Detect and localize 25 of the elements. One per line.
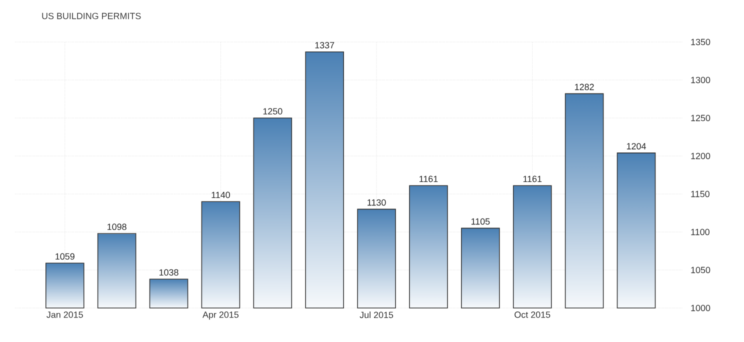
y-tick-label: 1200 — [691, 152, 710, 160]
y-tick-label: 1050 — [691, 266, 710, 274]
data-label: 1161 — [523, 176, 542, 182]
x-tick-label: Apr 2015 — [202, 312, 239, 320]
data-label: 1204 — [626, 143, 646, 150]
y-tick-label: 1100 — [691, 228, 710, 236]
y-tick-label: 1250 — [691, 114, 710, 122]
x-tick-label: Jul 2015 — [360, 312, 394, 318]
y-tick-label: 1350 — [691, 38, 710, 46]
data-label: 1098 — [108, 224, 126, 230]
x-tick-label: Oct 2015 — [514, 312, 550, 318]
data-label: 1105 — [471, 218, 490, 225]
y-tick-label: 1150 — [691, 190, 710, 198]
data-label: 1250 — [263, 108, 282, 114]
data-label: 1140 — [212, 192, 230, 198]
data-label: 1337 — [315, 42, 334, 48]
chart-title: US BUILDING PERMITS — [42, 12, 141, 20]
x-tick-label: Jan 2015 — [46, 312, 83, 318]
data-label: 1282 — [575, 84, 594, 90]
data-label: 1161 — [420, 176, 438, 182]
y-tick-label: 1300 — [691, 76, 710, 84]
data-label: 1130 — [368, 199, 386, 206]
data-label: 1059 — [56, 253, 74, 260]
data-label: 1038 — [159, 269, 178, 276]
y-tick-label: 1000 — [691, 304, 710, 312]
